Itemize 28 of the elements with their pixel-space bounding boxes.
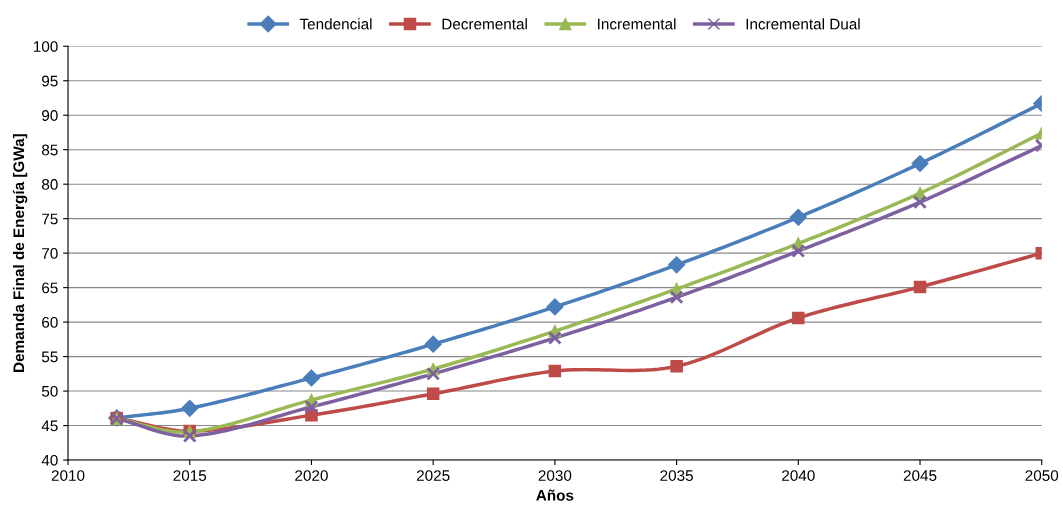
y-tick-label: 60 (42, 316, 58, 328)
legend-label: Incremental Dual (746, 18, 860, 30)
y-axis-title: Demanda Final de Energía [GWa] (12, 134, 28, 372)
legend-label: Decremental (442, 18, 527, 30)
x-tick-label: 2025 (416, 470, 450, 481)
y-tick-label: 50 (41, 385, 58, 397)
y-tick-label: 55 (41, 351, 58, 363)
x-tick-label: 2020 (295, 470, 328, 481)
y-tick-label: 100 (33, 41, 58, 52)
y-tick-label: 75 (42, 213, 58, 225)
y-tick-label: 65 (42, 282, 58, 294)
legend-label: Incremental (598, 18, 676, 30)
y-tick-label: 95 (42, 75, 58, 87)
x-axis-title: Años (536, 489, 574, 501)
x-tick-label: 2030 (538, 470, 572, 481)
y-tick-label: 70 (42, 248, 58, 259)
legend-label: Tendencial (299, 18, 372, 30)
y-tick-label: 85 (41, 144, 58, 156)
x-tick-label: 2010 (51, 470, 85, 481)
x-tick-label: 2040 (782, 470, 815, 481)
y-tick-label: 90 (42, 110, 58, 121)
x-tick-label: 2045 (903, 470, 937, 481)
y-tick-label: 80 (41, 179, 58, 190)
x-tick-label: 2035 (660, 470, 693, 481)
y-tick-label: 45 (41, 420, 58, 432)
x-tick-label: 2015 (173, 470, 207, 481)
x-tick-label: 2050 (1025, 470, 1059, 481)
y-tick-label: 40 (41, 454, 58, 466)
